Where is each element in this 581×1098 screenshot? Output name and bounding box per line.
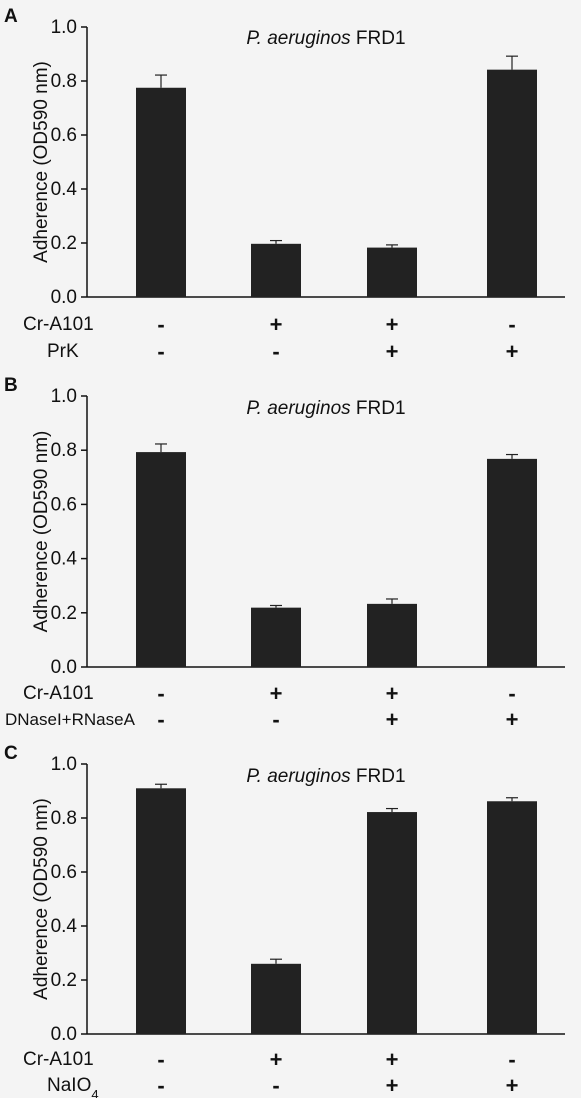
title-italic: P. aeruginos [246,398,351,419]
minus-sign: - [157,1047,164,1072]
panel-letter: B [4,375,18,396]
minus-sign: - [157,312,164,337]
bar [251,963,301,1034]
title-italic: P. aeruginos [246,766,351,787]
chart-title: P. aeruginos FRD1 [246,28,405,49]
y-tick-label: 1.0 [51,754,77,775]
plus-sign: + [270,681,283,706]
plus-sign: + [506,707,519,732]
panel-letter: A [4,6,18,27]
y-tick-label: 0.2 [51,233,77,254]
minus-sign: - [508,1047,515,1072]
minus-sign: - [157,339,164,364]
bar [367,247,417,297]
plus-sign: + [386,339,399,364]
minus-sign: - [157,681,164,706]
condition-label: Cr-A101 [23,314,94,335]
plus-sign: + [270,1047,283,1072]
label-main: NaIO [47,1075,91,1096]
condition-label: Cr-A101 [23,683,94,704]
y-tick-label: 0.0 [51,287,77,308]
plus-sign: + [270,312,283,337]
y-tick-label: 0.2 [51,970,77,991]
plus-sign: + [506,339,519,364]
plus-sign: + [386,1073,399,1098]
bar [367,812,417,1034]
chart-title: P. aeruginos FRD1 [246,398,405,419]
minus-sign: - [508,681,515,706]
minus-sign: - [272,339,279,364]
y-axis-label: Adherence (OD590 nm) [31,798,52,1000]
title-rest: FRD1 [351,398,406,419]
bar [487,801,537,1034]
minus-sign: - [272,1073,279,1098]
condition-label: Cr-A101 [23,1049,94,1070]
condition-label: DNaseI+RNaseA [5,710,136,729]
y-tick-label: 0.0 [51,657,77,678]
y-tick-label: 0.6 [51,494,77,515]
bar [367,603,417,667]
panel-letter: C [4,743,18,764]
plus-sign: + [386,681,399,706]
y-tick-label: 0.6 [51,125,77,146]
condition-label: PrK [47,341,79,362]
minus-sign: - [157,1073,164,1098]
bar [487,69,537,297]
y-axis-label: Adherence (OD590 nm) [31,431,52,633]
plus-sign: + [386,707,399,732]
y-tick-label: 0.8 [51,440,77,461]
y-tick-label: 0.4 [51,916,78,937]
chart-title: P. aeruginos FRD1 [246,766,405,787]
bar [136,788,186,1034]
y-tick-label: 0.6 [51,862,77,883]
bar [487,458,537,667]
title-rest: FRD1 [351,28,406,49]
y-tick-label: 1.0 [51,17,77,38]
y-axis-label: Adherence (OD590 nm) [31,61,52,263]
plus-sign: + [386,1047,399,1072]
y-tick-label: 0.2 [51,603,77,624]
bar [251,607,301,667]
label-subscript: 4 [91,1087,98,1098]
bar [136,87,186,297]
minus-sign: - [508,312,515,337]
condition-label: NaIO4 [47,1075,99,1098]
y-tick-label: 1.0 [51,386,77,407]
y-tick-label: 0.8 [51,71,77,92]
bar [251,243,301,297]
title-rest: FRD1 [351,766,406,787]
title-italic: P. aeruginos [246,28,351,49]
minus-sign: - [157,707,164,732]
y-tick-label: 0.4 [51,179,78,200]
y-tick-label: 0.8 [51,808,77,829]
minus-sign: - [272,707,279,732]
bar [136,452,186,667]
y-tick-label: 0.4 [51,549,78,570]
plus-sign: + [506,1073,519,1098]
y-tick-label: 0.0 [51,1024,77,1045]
plus-sign: + [386,312,399,337]
